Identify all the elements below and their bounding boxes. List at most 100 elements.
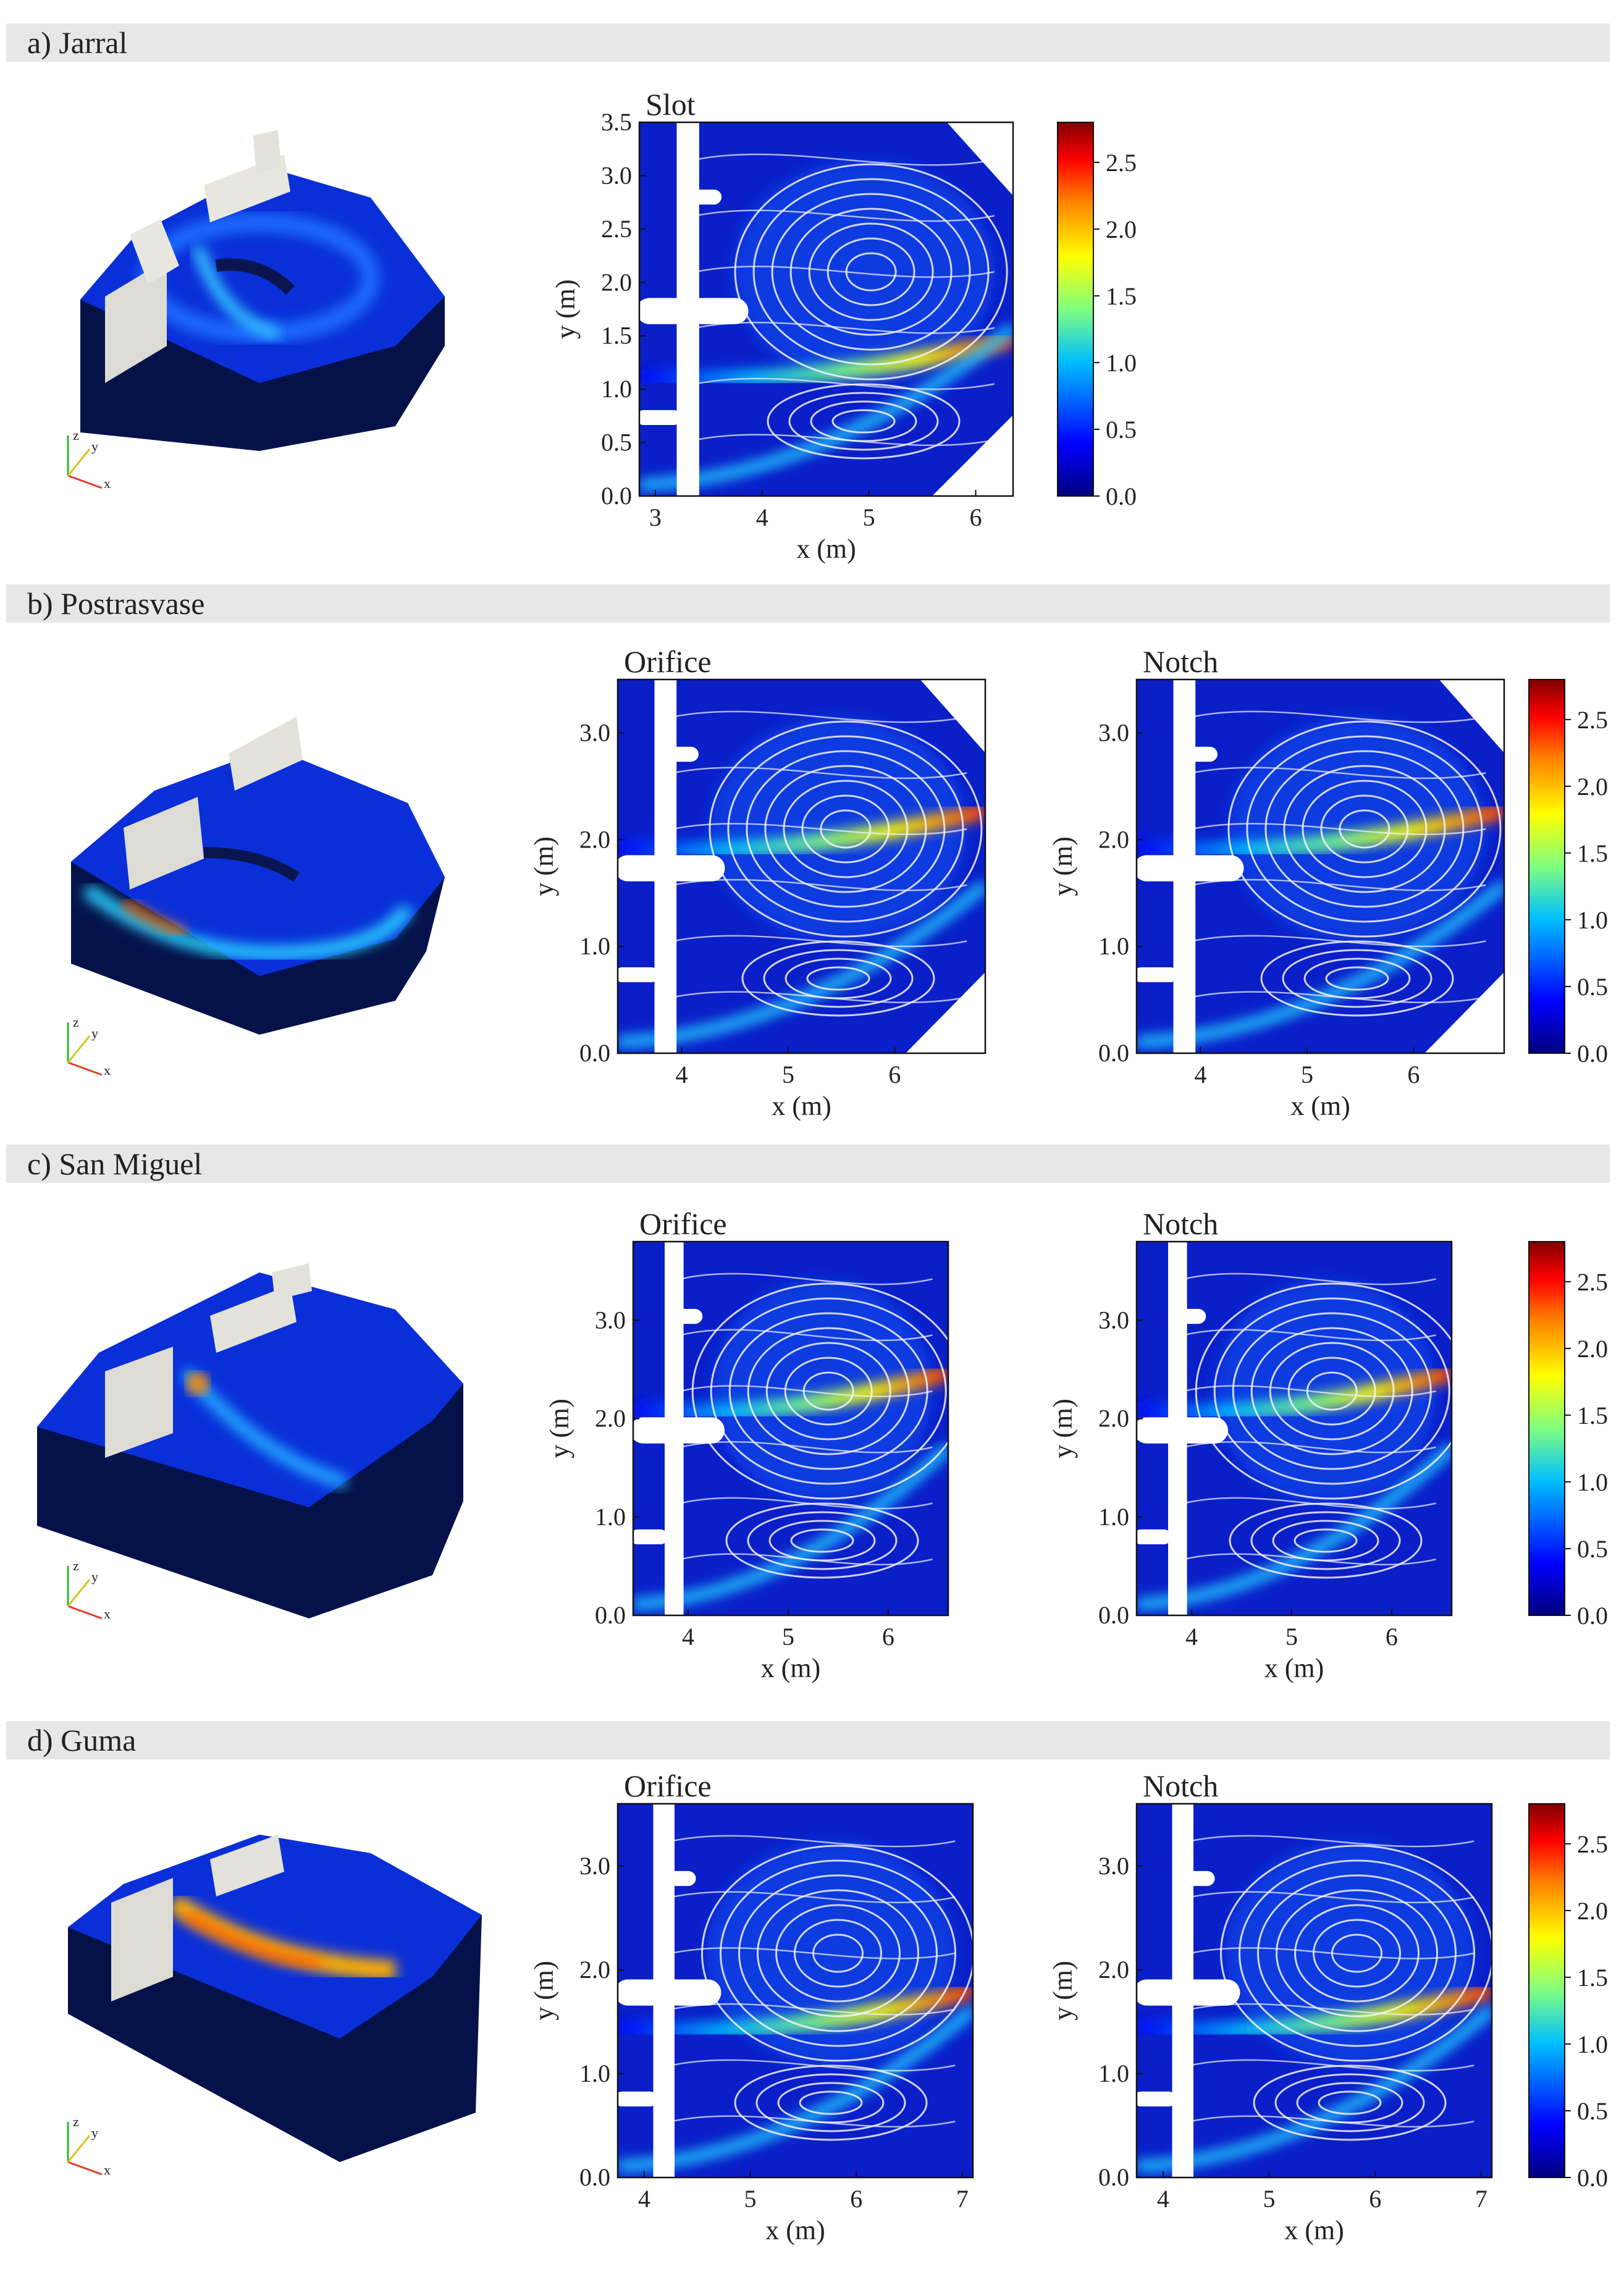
streamline xyxy=(695,266,995,278)
x-tick-label: 3 xyxy=(649,503,662,531)
triad-y: y xyxy=(91,2125,98,2140)
y-tick-label: 2.0 xyxy=(1098,1956,1129,1984)
y-tick-label: 1.0 xyxy=(579,932,610,960)
y-tick-label: 3.0 xyxy=(579,718,610,746)
streamline xyxy=(767,383,961,460)
y-tick-label: 1.0 xyxy=(1098,932,1129,960)
streamline xyxy=(670,1835,956,1848)
streamline xyxy=(1287,1357,1376,1426)
y-tick-label: 0.0 xyxy=(595,1601,626,1629)
baffle-tooth xyxy=(639,410,681,426)
x-tick-label: 5 xyxy=(782,1061,794,1088)
streamline xyxy=(670,1947,956,1959)
baffle-tooth xyxy=(618,2091,657,2107)
streamline xyxy=(764,765,927,893)
streamline xyxy=(1264,750,1465,908)
baffle-tooth xyxy=(1137,967,1178,983)
baffle-tooth xyxy=(1137,2091,1176,2107)
baffle-tooth xyxy=(1168,1308,1206,1324)
streamline xyxy=(783,780,909,878)
colorbar-tick-label: 1.5 xyxy=(1577,1402,1608,1429)
panel-frame xyxy=(1135,1240,1453,1617)
streamline xyxy=(695,434,995,447)
colorbar-1: 0.0 0.5 1.0 1.5 2.0 2.5 xyxy=(1057,122,1137,510)
colorbar-tick-label: 0.0 xyxy=(1577,1040,1608,1067)
colorbar-tick-label: 0.5 xyxy=(1577,2097,1608,2125)
streamline xyxy=(1283,765,1446,893)
x-tick-label: 4 xyxy=(1157,2185,1169,2213)
streamline xyxy=(710,1297,947,1485)
streamline xyxy=(1250,1511,1401,1570)
baffle-tooth xyxy=(633,1529,668,1545)
colorbar-tick-label: 0.5 xyxy=(1577,973,1608,1001)
y-axis-label: y (m) xyxy=(1048,1961,1078,2021)
colorbar-3: 0.0 0.5 1.0 1.5 2.0 2.5 xyxy=(1528,1241,1608,1630)
colorbar-tick-label: 2.5 xyxy=(1577,706,1608,734)
colorbar-gradient xyxy=(1528,1241,1565,1616)
baffle-arm xyxy=(618,1979,722,2006)
y-tick-label: 3.0 xyxy=(1098,1852,1129,1880)
streamline xyxy=(752,178,990,366)
streamline xyxy=(728,1312,928,1470)
y-axis-label: y (m) xyxy=(1048,836,1078,896)
streamline xyxy=(1192,767,1486,780)
axis-triad-d: z y x xyxy=(67,2114,111,2177)
panel-frame xyxy=(1135,678,1505,1054)
section-header-c: c) San Miguel xyxy=(6,1145,1610,1183)
streamline xyxy=(775,1904,901,2003)
streamline xyxy=(695,209,995,222)
triad-z: z xyxy=(73,2114,79,2129)
streamline xyxy=(725,1502,919,1579)
streamline xyxy=(763,949,914,1008)
triad-x: x xyxy=(104,1606,111,1622)
x-tick-label: 5 xyxy=(744,2185,757,2213)
streamline xyxy=(680,1385,933,1397)
streamline xyxy=(1189,2115,1475,2128)
y-tick-label: 3.5 xyxy=(601,108,632,136)
baffle-arm xyxy=(1137,1979,1240,2006)
streamline xyxy=(1232,1312,1432,1470)
y-axis-label: y (m) xyxy=(1048,1399,1078,1458)
streamline xyxy=(747,1327,910,1455)
y-tick-label: 0.0 xyxy=(601,482,632,510)
x-tick-label: 6 xyxy=(1386,1623,1398,1651)
x-axis-label: x (m) xyxy=(1290,1091,1350,1121)
streamline xyxy=(1294,1904,1420,2003)
triad-z: z xyxy=(73,427,79,443)
velocity-panel-7: Notch 4 5 6 7 0.0 1.0 2.0 3.0 x (m) y (m) xyxy=(1048,1769,1493,2245)
streamline xyxy=(827,237,915,306)
x-tick-label: 4 xyxy=(675,1061,688,1088)
colorbar-gradient xyxy=(1528,679,1565,1054)
triad-x: x xyxy=(104,476,111,491)
streamline xyxy=(1192,935,1486,948)
colorbar-gradient xyxy=(1057,122,1094,497)
model-3d-guma xyxy=(68,1835,482,2162)
colorbar-tick-label: 1.0 xyxy=(1577,906,1608,934)
y-tick-label: 1.5 xyxy=(601,322,632,350)
streamline xyxy=(1189,1947,1475,1959)
streamline xyxy=(784,1357,873,1426)
baffle-tooth xyxy=(665,1308,703,1324)
streamline xyxy=(1227,720,1502,938)
x-tick-label: 6 xyxy=(888,1061,901,1088)
baffle-tooth xyxy=(654,746,699,762)
baffle-arm xyxy=(633,1417,725,1444)
streamline xyxy=(771,193,971,351)
y-tick-label: 1.0 xyxy=(1098,1503,1129,1531)
y-tick-label: 0.0 xyxy=(1098,2163,1129,2191)
streamline xyxy=(757,1889,919,2017)
streamline xyxy=(680,1329,933,1342)
colorbar-tick-label: 1.0 xyxy=(1106,349,1137,377)
y-tick-label: 3.0 xyxy=(595,1306,626,1334)
velocity-panel-3: Notch 4 5 6 0.0 1.0 2.0 3.0 x (m) y (m) xyxy=(1048,644,1505,1121)
streamline xyxy=(799,2090,863,2115)
colorbar-tick-label: 2.0 xyxy=(1577,1897,1608,1925)
baffle-arm xyxy=(618,855,725,881)
y-tick-label: 1.0 xyxy=(1098,2060,1129,2087)
y-axis-label: y (m) xyxy=(550,279,581,339)
streamline xyxy=(673,991,967,1004)
panel-frame xyxy=(1135,1803,1493,2179)
streamline xyxy=(738,1874,938,2032)
streamline xyxy=(765,1342,891,1441)
streamline xyxy=(808,222,934,321)
